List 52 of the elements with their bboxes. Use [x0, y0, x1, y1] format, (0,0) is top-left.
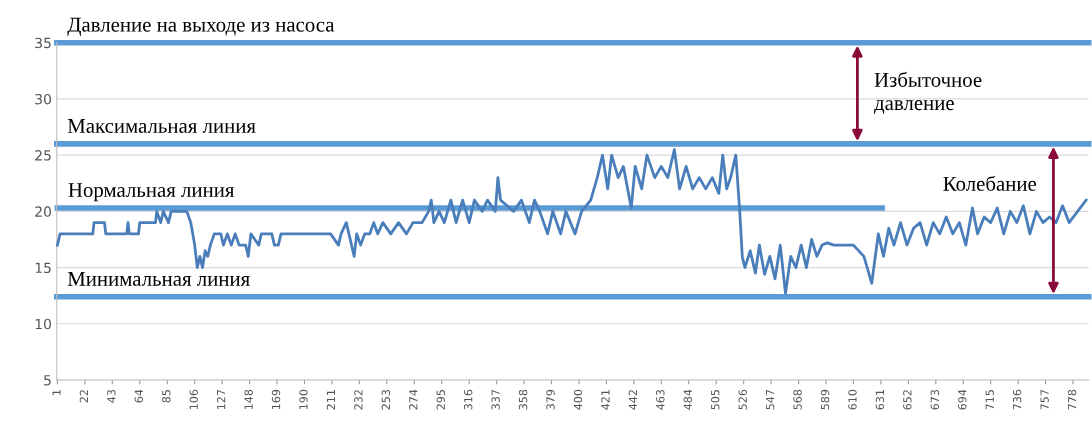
y-tick-label: 20 [35, 206, 51, 217]
ref-line-label: Минимальная линия [67, 272, 250, 286]
x-tick-label: 400 [573, 389, 583, 410]
x-tick-label: 757 [1040, 390, 1049, 410]
y-tick-label: 30 [35, 93, 51, 105]
x-tick-label: 232 [354, 390, 363, 410]
x-tick-label: 379 [546, 389, 555, 410]
x-tick-label: 715 [985, 390, 994, 410]
x-tick-label: 505 [711, 390, 720, 410]
x-tick-label: 148 [244, 389, 253, 410]
y-tick-label: 10 [35, 318, 51, 330]
annotation: Избыточное давление [874, 71, 982, 114]
x-tick-label: 190 [299, 389, 308, 410]
x-tick-label: 442 [628, 390, 637, 410]
series-label: Нормальная линия [68, 183, 235, 202]
x-tick-label: 673 [930, 389, 940, 410]
x-tick-label: 295 [436, 390, 445, 410]
y-tick-label: 25 [35, 150, 51, 161]
x-tick-label: 358 [518, 389, 528, 410]
x-tick-label: 274 [409, 389, 418, 410]
x-tick-label: 85 [162, 390, 171, 403]
x-tick-label: 43 [107, 389, 116, 403]
annotation: Колебание [943, 175, 1037, 191]
x-tick-label: 337 [491, 390, 500, 410]
x-tick-label: 631 [875, 390, 885, 410]
x-tick-label: 211 [326, 390, 335, 410]
ref-line-label: Давление на выходе из насоса [67, 17, 335, 36]
x-tick-label: 694 [958, 389, 967, 410]
y-tick-label: 35 [35, 37, 51, 49]
x-tick-label: 64 [134, 389, 144, 403]
x-tick-label: 778 [1067, 389, 1077, 410]
x-tick-label: 463 [656, 389, 665, 410]
x-tick-label: 589 [820, 389, 830, 410]
x-tick-label: 1 [52, 390, 61, 395]
x-tick-label: 253 [381, 389, 391, 410]
line-series [56, 148, 1088, 295]
x-tick-label: 421 [601, 390, 610, 410]
x-tick-label: 127 [216, 390, 226, 410]
x-tick-label: 568 [793, 389, 802, 410]
x-tick-label: 736 [1012, 389, 1022, 410]
y-tick-label: 15 [35, 262, 51, 274]
x-tick-label: 316 [463, 389, 473, 410]
x-tick-label: 547 [766, 390, 775, 410]
x-tick-label: 610 [848, 389, 857, 410]
y-tick-label: 5 [44, 375, 51, 386]
x-tick-label: 526 [738, 389, 747, 410]
x-tick-label: 169 [271, 389, 281, 410]
ref-line-label: Максимальная линия [67, 119, 256, 133]
x-tick-label: 22 [79, 390, 88, 403]
x-tick-label: 652 [903, 390, 912, 410]
x-tick-label: 484 [683, 389, 692, 410]
x-tick-label: 106 [189, 389, 198, 410]
